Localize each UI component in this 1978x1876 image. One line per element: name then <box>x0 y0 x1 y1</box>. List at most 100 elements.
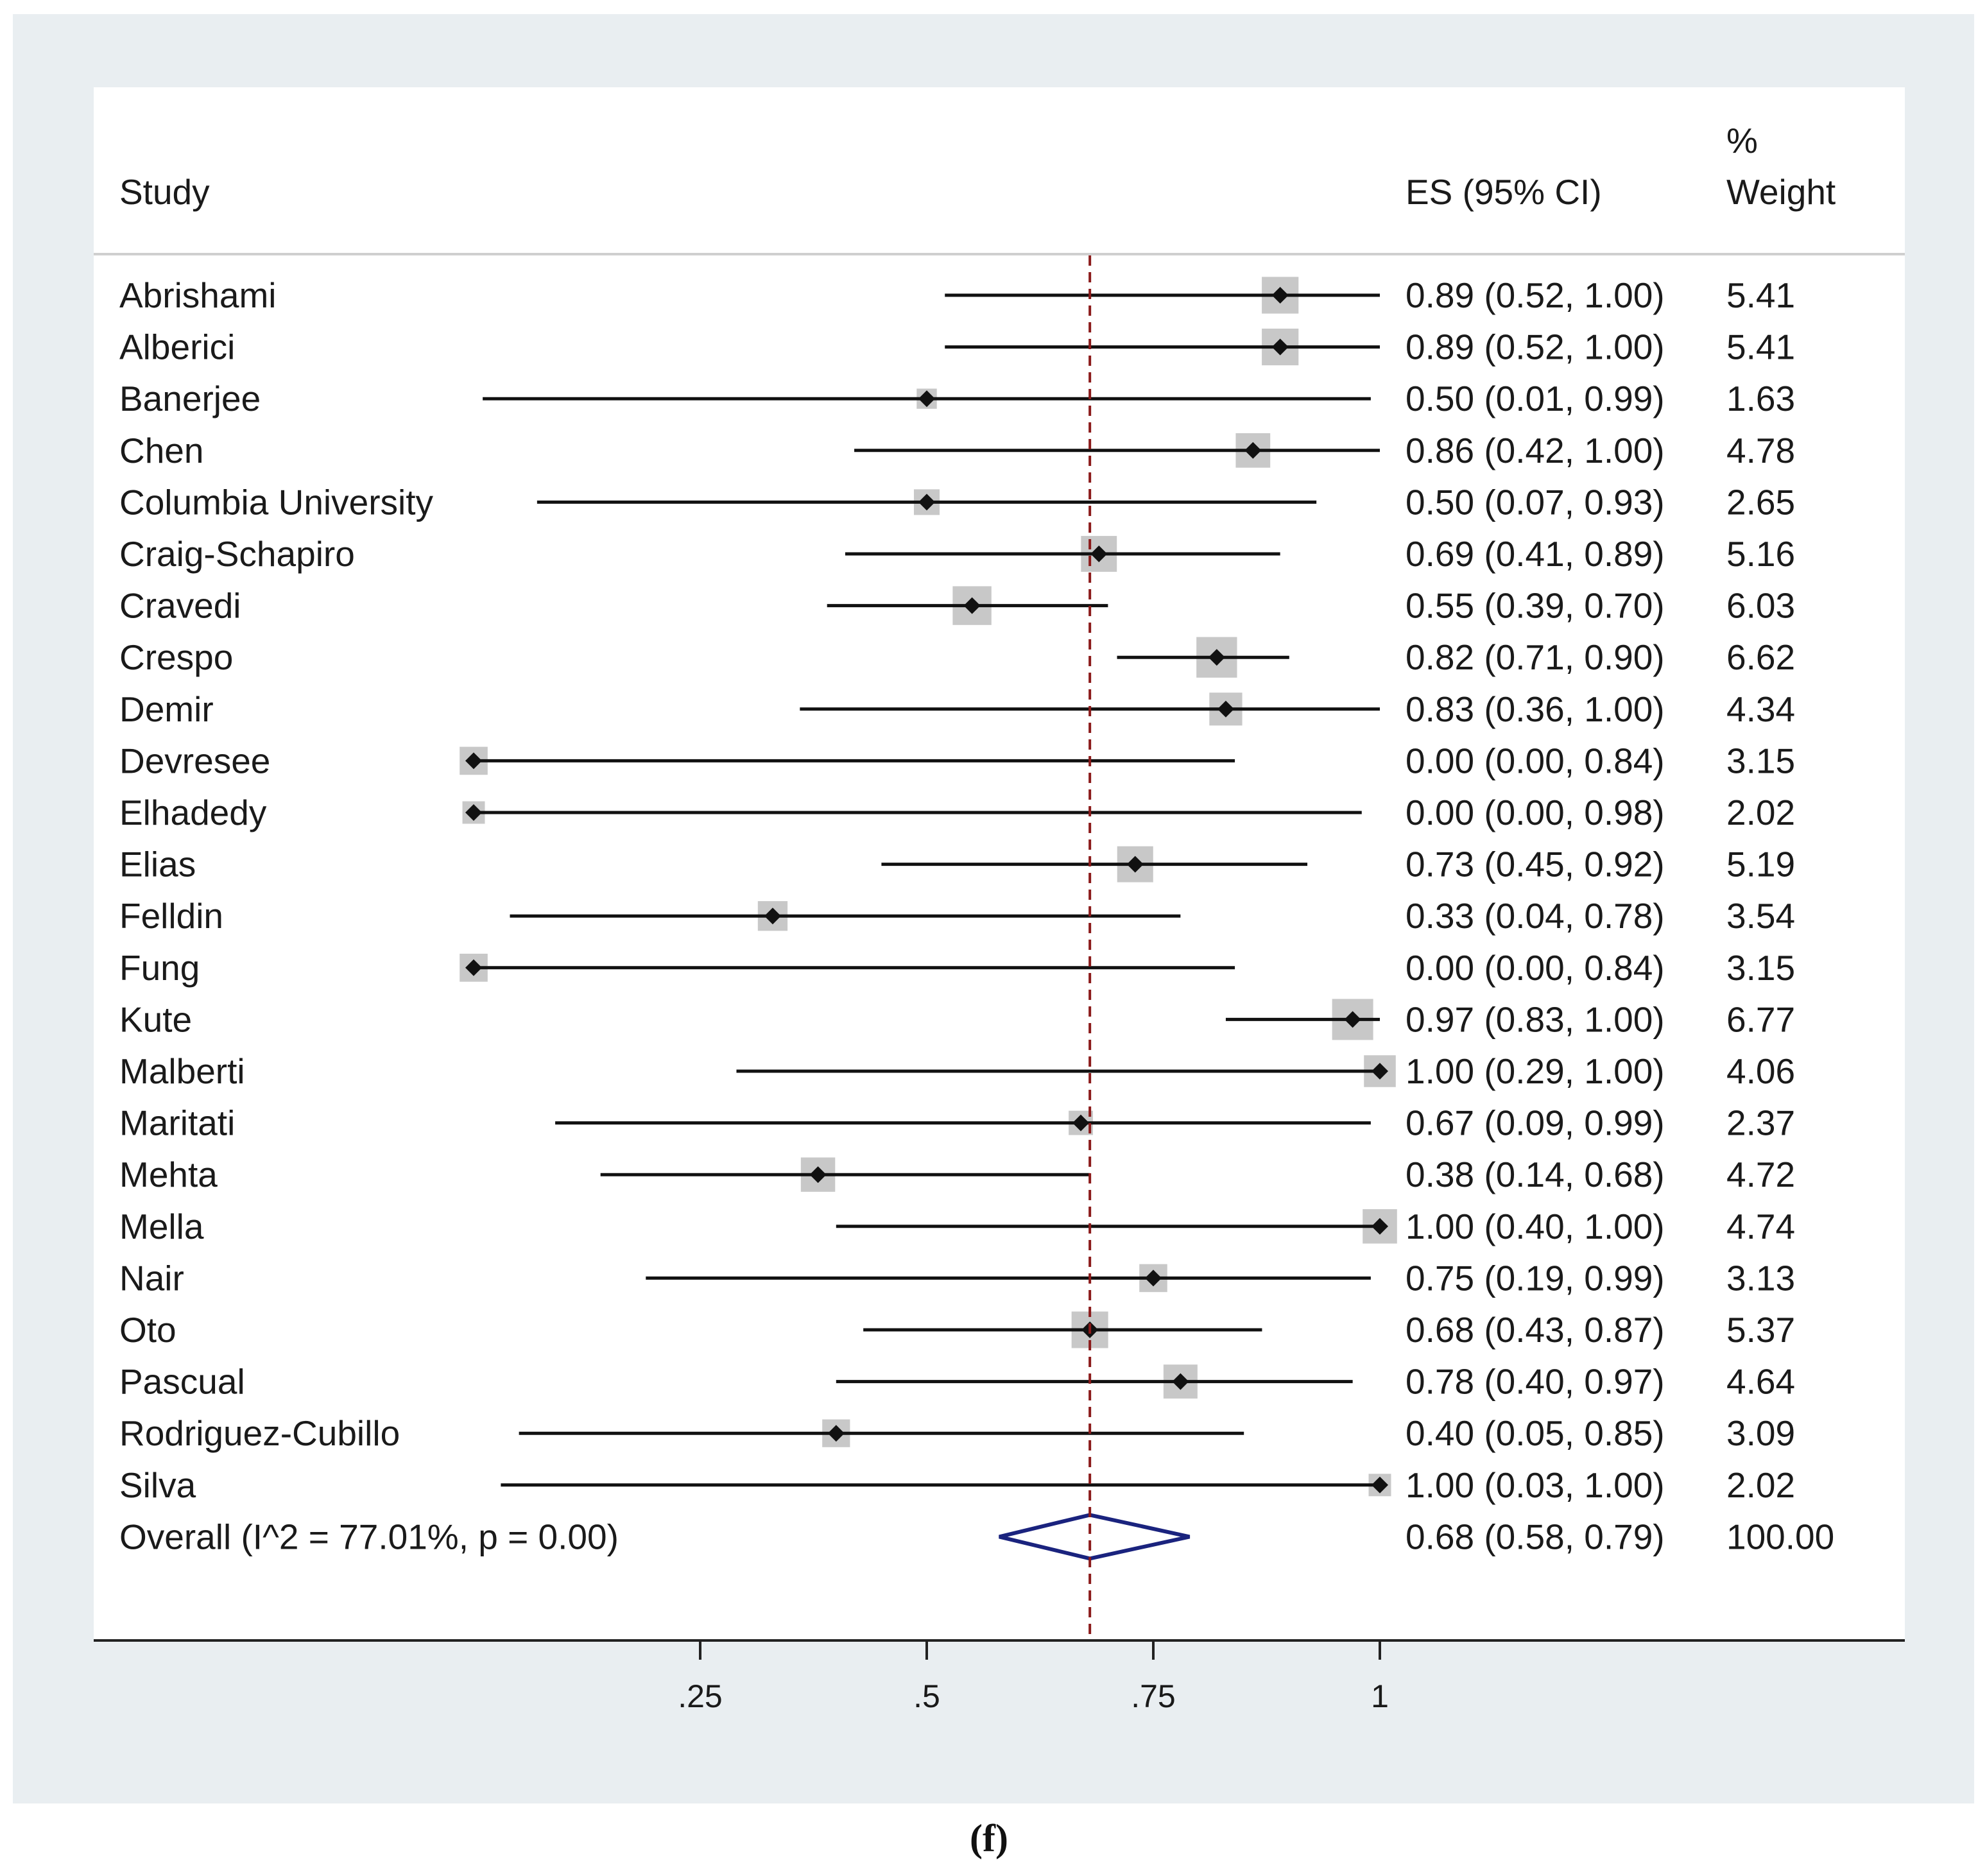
weight-label: 3.15 <box>1726 948 1795 988</box>
study-row: Cravedi 0.55 (0.39, 0.70) 6.03 <box>119 586 1795 626</box>
point-estimate <box>1372 1063 1388 1080</box>
weight-label: 5.37 <box>1726 1310 1795 1350</box>
weight-label: 4.64 <box>1726 1362 1795 1402</box>
study-name: Kute <box>119 999 192 1039</box>
study-row: Mehta 0.38 (0.14, 0.68) 4.72 <box>119 1155 1795 1194</box>
weight-label: 6.03 <box>1726 586 1795 626</box>
weight-label: 5.41 <box>1726 275 1795 315</box>
weight-label: 5.16 <box>1726 534 1795 574</box>
point-estimate <box>1208 649 1225 666</box>
es-ci-label: 0.33 (0.04, 0.78) <box>1406 896 1665 936</box>
study-row: Elias 0.73 (0.45, 0.92) 5.19 <box>119 845 1795 884</box>
weight-label: 3.13 <box>1726 1258 1795 1298</box>
es-ci-label: 0.75 (0.19, 0.99) <box>1406 1258 1665 1298</box>
study-name: Demir <box>119 689 214 729</box>
point-estimate <box>963 597 981 614</box>
weight-label: 4.72 <box>1726 1155 1795 1194</box>
point-estimate <box>465 959 482 976</box>
study-name: Pascual <box>119 1362 245 1402</box>
es-ci-label: 0.00 (0.00, 0.98) <box>1406 793 1665 832</box>
x-tick-label: .25 <box>678 1678 723 1714</box>
es-ci-label: 0.83 (0.36, 1.00) <box>1406 689 1665 729</box>
study-name: Columbia University <box>119 482 434 522</box>
study-name: Oto <box>119 1310 176 1350</box>
x-axis: .25 .5 .75 1 <box>678 1640 1389 1714</box>
weight-label: 6.77 <box>1726 999 1795 1039</box>
point-estimate <box>465 804 482 821</box>
weight-label: 3.54 <box>1726 896 1795 936</box>
study-name: Alberici <box>119 327 235 367</box>
es-ci-label: 0.69 (0.41, 0.89) <box>1406 534 1665 574</box>
point-estimate <box>827 1425 845 1442</box>
header-weight-line1: % <box>1726 121 1758 160</box>
weight-label: 4.78 <box>1726 431 1795 470</box>
weight-label: 5.41 <box>1726 327 1795 367</box>
x-tick-label: 1 <box>1371 1678 1389 1714</box>
study-row: Fung 0.00 (0.00, 0.84) 3.15 <box>119 948 1795 988</box>
overall-diamond <box>999 1513 1191 1561</box>
study-name: Malberti <box>119 1051 245 1091</box>
study-name: Rodriguez-Cubillo <box>119 1413 400 1453</box>
study-row: Devresee 0.00 (0.00, 0.84) 3.15 <box>119 741 1795 780</box>
point-estimate <box>465 752 482 770</box>
study-row: Rodriguez-Cubillo 0.40 (0.05, 0.85) 3.09 <box>119 1413 1795 1453</box>
es-ci-label: 0.55 (0.39, 0.70) <box>1406 586 1665 626</box>
study-row: Chen 0.86 (0.42, 1.00) 4.78 <box>119 431 1795 470</box>
weight-label: 2.02 <box>1726 793 1795 832</box>
weight-label: 6.62 <box>1726 637 1795 677</box>
study-name: Chen <box>119 431 203 470</box>
weight-label: 2.65 <box>1726 482 1795 522</box>
point-estimate <box>1172 1373 1189 1390</box>
study-row: Nair 0.75 (0.19, 0.99) 3.13 <box>119 1258 1795 1298</box>
es-ci-label: 0.73 (0.45, 0.92) <box>1406 845 1665 884</box>
es-ci-label: 1.00 (0.03, 1.00) <box>1406 1465 1665 1505</box>
es-ci-label: 0.89 (0.52, 1.00) <box>1406 275 1665 315</box>
point-estimate <box>1344 1011 1361 1028</box>
study-name: Mehta <box>119 1155 218 1194</box>
figure-caption: (f) <box>970 1817 1008 1859</box>
point-estimate <box>764 908 781 925</box>
study-row: Maritati 0.67 (0.09, 0.99) 2.37 <box>119 1103 1795 1143</box>
weight-label: 4.06 <box>1726 1051 1795 1091</box>
es-ci-label: 0.86 (0.42, 1.00) <box>1406 431 1665 470</box>
study-row: Elhadedy 0.00 (0.00, 0.98) 2.02 <box>119 793 1795 832</box>
es-ci-label: 0.67 (0.09, 0.99) <box>1406 1103 1665 1143</box>
es-ci-label: 0.00 (0.00, 0.84) <box>1406 948 1665 988</box>
overall-weight-label: 100.00 <box>1726 1517 1834 1556</box>
study-row: Malberti 1.00 (0.29, 1.00) 4.06 <box>119 1051 1795 1091</box>
study-row: Columbia University 0.50 (0.07, 0.93) 2.65 <box>119 482 1795 522</box>
es-ci-label: 0.50 (0.07, 0.93) <box>1406 482 1665 522</box>
study-row: Alberici 0.89 (0.52, 1.00) 5.41 <box>119 327 1795 367</box>
study-name: Elias <box>119 845 196 884</box>
point-estimate <box>1271 287 1289 304</box>
point-estimate <box>918 494 935 511</box>
point-estimate <box>1145 1269 1162 1287</box>
study-name: Elhadedy <box>119 793 267 832</box>
study-row: Mella 1.00 (0.40, 1.00) 4.74 <box>119 1207 1795 1246</box>
point-estimate <box>1372 1218 1388 1235</box>
weight-label: 4.74 <box>1726 1207 1795 1246</box>
es-ci-label: 1.00 (0.29, 1.00) <box>1406 1051 1665 1091</box>
header-es: ES (95% CI) <box>1406 172 1602 212</box>
weight-label: 1.63 <box>1726 379 1795 418</box>
weight-label: 4.34 <box>1726 689 1795 729</box>
weight-label: 5.19 <box>1726 845 1795 884</box>
es-ci-label: 0.50 (0.01, 0.99) <box>1406 379 1665 418</box>
es-ci-label: 0.68 (0.43, 0.87) <box>1406 1310 1665 1350</box>
study-name: Felldin <box>119 896 223 936</box>
point-estimate <box>1072 1114 1090 1132</box>
study-name: Cravedi <box>119 586 241 626</box>
point-estimate <box>1271 338 1289 356</box>
es-ci-label: 0.38 (0.14, 0.68) <box>1406 1155 1665 1194</box>
study-row: Crespo 0.82 (0.71, 0.90) 6.62 <box>119 637 1795 678</box>
es-ci-label: 0.00 (0.00, 0.84) <box>1406 741 1665 780</box>
study-row: Kute 0.97 (0.83, 1.00) 6.77 <box>119 999 1795 1040</box>
es-ci-label: 0.78 (0.40, 0.97) <box>1406 1362 1665 1402</box>
study-name: Maritati <box>119 1103 235 1143</box>
point-estimate <box>1372 1476 1388 1493</box>
point-estimate <box>1217 700 1234 718</box>
study-row: Craig-Schapiro 0.69 (0.41, 0.89) 5.16 <box>119 534 1795 574</box>
study-name: Crespo <box>119 637 233 677</box>
study-name: Nair <box>119 1258 184 1298</box>
